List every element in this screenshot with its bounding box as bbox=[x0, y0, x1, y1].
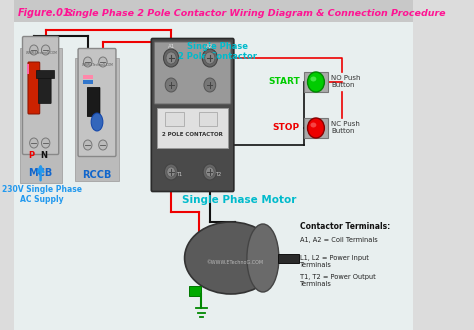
Ellipse shape bbox=[247, 224, 279, 292]
Circle shape bbox=[205, 52, 215, 64]
Text: Single Phase Motor: Single Phase Motor bbox=[182, 195, 297, 205]
Text: A1, A2 = Coil Terminals: A1, A2 = Coil Terminals bbox=[300, 237, 378, 243]
FancyBboxPatch shape bbox=[157, 108, 228, 148]
Bar bbox=[304, 118, 328, 138]
Circle shape bbox=[204, 78, 216, 92]
Circle shape bbox=[30, 138, 38, 148]
Circle shape bbox=[165, 78, 177, 92]
Bar bbox=[304, 72, 328, 92]
Text: WWW.ETechnoG.COM: WWW.ETechnoG.COM bbox=[82, 63, 114, 67]
Text: ©WWW.ETechnoG.COM: ©WWW.ETechnoG.COM bbox=[207, 260, 264, 266]
Text: NO Push
Button: NO Push Button bbox=[331, 75, 361, 88]
Text: 230V Single Phase
AC Supply: 230V Single Phase AC Supply bbox=[2, 185, 82, 204]
FancyBboxPatch shape bbox=[87, 87, 100, 116]
Text: WWW.ETechnoG.COM: WWW.ETechnoG.COM bbox=[26, 51, 58, 55]
Ellipse shape bbox=[184, 222, 277, 294]
Bar bbox=[27, 64, 29, 74]
Circle shape bbox=[99, 140, 107, 150]
FancyBboxPatch shape bbox=[38, 73, 51, 104]
Circle shape bbox=[41, 45, 50, 55]
Text: L1, L2 = Power Input
Terminals: L1, L2 = Power Input Terminals bbox=[300, 255, 369, 268]
Circle shape bbox=[202, 49, 218, 67]
Bar bbox=[165, 112, 184, 126]
Circle shape bbox=[167, 167, 175, 177]
Circle shape bbox=[166, 52, 176, 64]
Bar bbox=[189, 286, 201, 296]
Text: Single Phase 2 Pole Contactor Wiring Diagram & Connection Procedure: Single Phase 2 Pole Contactor Wiring Dia… bbox=[63, 9, 446, 17]
Text: A1: A1 bbox=[167, 45, 175, 50]
Text: Contactor Terminals:: Contactor Terminals: bbox=[300, 222, 390, 231]
Bar bbox=[82, 80, 93, 84]
Circle shape bbox=[164, 164, 178, 180]
Circle shape bbox=[83, 57, 92, 67]
FancyBboxPatch shape bbox=[22, 37, 59, 154]
Bar bbox=[82, 75, 93, 79]
Circle shape bbox=[83, 140, 92, 150]
Circle shape bbox=[203, 164, 217, 180]
Text: P: P bbox=[28, 151, 35, 160]
Text: RCCB: RCCB bbox=[82, 170, 112, 180]
Circle shape bbox=[206, 167, 214, 177]
Text: NC Push
Button: NC Push Button bbox=[331, 121, 360, 134]
Text: START: START bbox=[268, 78, 300, 86]
Circle shape bbox=[164, 49, 179, 67]
Circle shape bbox=[308, 72, 324, 92]
FancyBboxPatch shape bbox=[151, 39, 234, 191]
Text: MCB: MCB bbox=[28, 168, 53, 178]
Circle shape bbox=[99, 57, 107, 67]
Bar bbox=[199, 112, 218, 126]
Bar bbox=[36, 70, 54, 78]
Text: N: N bbox=[40, 151, 47, 160]
Bar bbox=[14, 0, 413, 22]
Ellipse shape bbox=[91, 113, 103, 131]
Text: Figure.01:: Figure.01: bbox=[18, 8, 74, 18]
Text: A2: A2 bbox=[206, 45, 213, 50]
Ellipse shape bbox=[310, 77, 316, 82]
Circle shape bbox=[30, 45, 38, 55]
Bar bbox=[278, 254, 299, 263]
Circle shape bbox=[41, 138, 50, 148]
Circle shape bbox=[308, 118, 324, 138]
Text: 2 POLE CONTACTOR: 2 POLE CONTACTOR bbox=[162, 133, 223, 138]
Text: STOP: STOP bbox=[273, 123, 300, 133]
Text: T2: T2 bbox=[215, 173, 221, 178]
Text: Single Phase
2 Pole Contactor: Single Phase 2 Pole Contactor bbox=[178, 42, 257, 61]
FancyBboxPatch shape bbox=[28, 62, 40, 114]
Bar bbox=[75, 58, 119, 181]
FancyBboxPatch shape bbox=[154, 42, 231, 104]
Text: T1: T1 bbox=[176, 173, 182, 178]
Text: T1, T2 = Power Output
Terminals: T1, T2 = Power Output Terminals bbox=[300, 274, 376, 287]
Ellipse shape bbox=[310, 122, 316, 127]
FancyBboxPatch shape bbox=[78, 49, 116, 156]
Bar bbox=[19, 48, 62, 183]
